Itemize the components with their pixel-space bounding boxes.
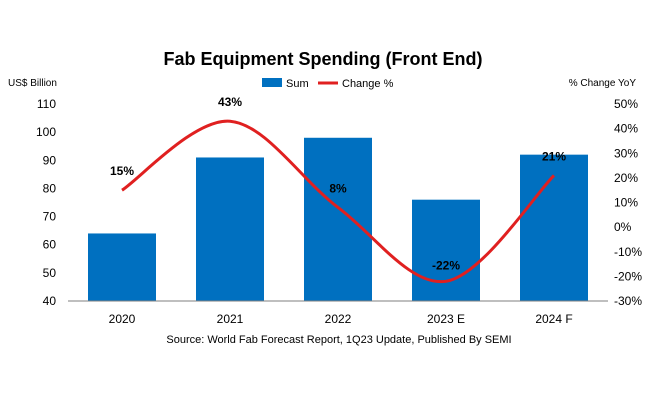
x-tick-label: 2020 (109, 312, 136, 326)
chart-title: Fab Equipment Spending (Front End) (164, 49, 483, 69)
line-change-pct (121, 119, 556, 284)
right-tick-label: 50% (614, 97, 638, 111)
left-tick-label: 100 (36, 125, 56, 139)
right-tick-label: -10% (614, 245, 642, 259)
right-tick-label: 20% (614, 171, 638, 185)
x-tick-label: 2023 E (427, 312, 465, 326)
source-note: Source: World Fab Forecast Report, 1Q23 … (166, 334, 511, 346)
x-tick-label: 2024 F (535, 312, 572, 326)
legend: Sum Change % (262, 78, 394, 90)
bar-sum (304, 137, 372, 301)
left-axis-title: US$ Billion (8, 78, 57, 89)
legend-swatch-sum (262, 78, 282, 87)
x-tick-label: 2021 (217, 312, 244, 326)
bar-sum (520, 154, 588, 301)
right-tick-label: 30% (614, 146, 638, 160)
plot-area: 40 50 60 70 80 90 100 110 -30% -20% -10% 0% 10% 20% 30… (36, 95, 642, 326)
x-tick-label: 2022 (325, 312, 352, 326)
left-tick-label: 60 (43, 238, 57, 252)
data-label-change-pct: -22% (432, 258, 460, 272)
left-tick-label: 50 (43, 266, 57, 280)
right-tick-label: -30% (614, 294, 642, 308)
right-tick-label: -20% (614, 269, 642, 283)
left-tick-label: 110 (37, 97, 56, 111)
left-tick-label: 40 (43, 294, 57, 308)
data-label-change-pct: 8% (329, 181, 347, 195)
right-tick-label: 40% (614, 122, 638, 136)
legend-label-change: Change % (342, 78, 394, 90)
data-label-change-pct: 21% (542, 149, 566, 163)
data-label-change-pct: 43% (218, 95, 242, 109)
bar-sum (196, 157, 264, 301)
right-tick-label: 10% (614, 196, 638, 210)
bar-sum (412, 199, 480, 301)
legend-label-sum: Sum (286, 78, 309, 90)
bar-sum (88, 233, 156, 301)
right-tick-label: 0% (614, 220, 632, 234)
left-tick-label: 70 (43, 210, 57, 224)
right-axis-title: % Change YoY (569, 78, 637, 89)
data-label-change-pct: 15% (110, 164, 134, 178)
left-tick-label: 80 (43, 181, 57, 195)
left-tick-label: 90 (43, 153, 57, 167)
